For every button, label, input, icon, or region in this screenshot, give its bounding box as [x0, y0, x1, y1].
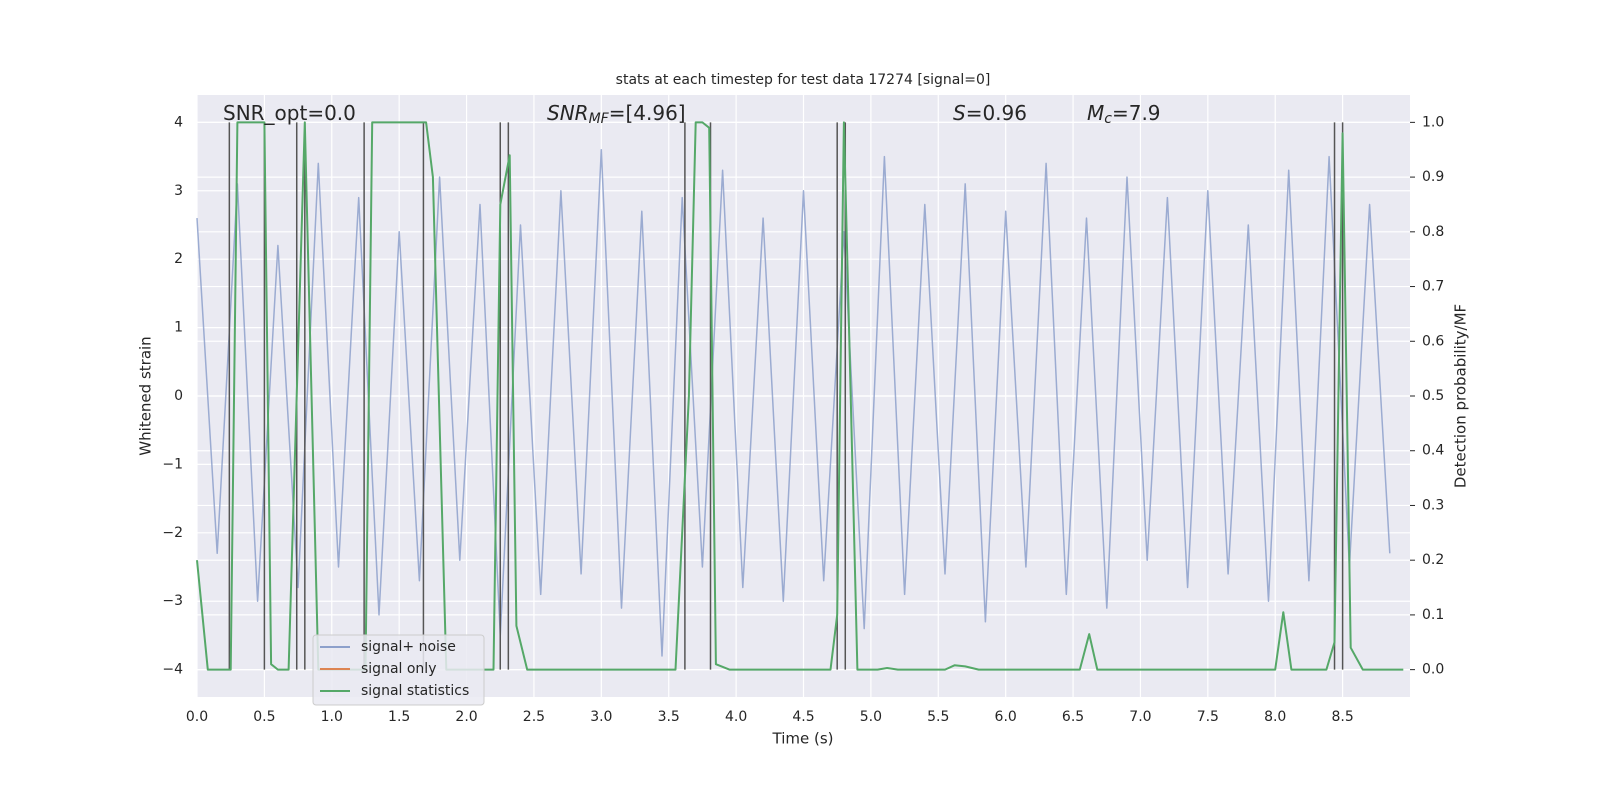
x-tick-label: 6.0: [995, 709, 1017, 725]
y2-tick-label: 0.1: [1422, 607, 1444, 623]
y-tick-label: −2: [162, 525, 183, 541]
x-tick-label: 7.5: [1197, 709, 1219, 725]
x-tick-label: 5.0: [860, 709, 882, 725]
x-tick-label: 6.5: [1062, 709, 1084, 725]
x-tick-label: 1.5: [388, 709, 410, 725]
chart-title: stats at each timestep for test data 172…: [616, 72, 991, 88]
y2-axis-label: Detection probability/MF: [1452, 304, 1470, 488]
y2-tick-label: 0.4: [1422, 443, 1444, 459]
y2-tick-label: 0.9: [1422, 169, 1444, 185]
legend-label: signal+ noise: [361, 639, 456, 655]
y2-tick-label: 0.6: [1422, 333, 1444, 349]
annotation-part: =[4.96]: [609, 101, 686, 125]
x-tick-label: 8.5: [1331, 709, 1353, 725]
x-tick-label: 4.0: [725, 709, 747, 725]
y2-tick-label: 0.3: [1422, 497, 1444, 513]
annotation-part: =7.9: [1112, 101, 1161, 125]
y-tick-label: 3: [174, 183, 183, 199]
annotation-part: S: [953, 101, 966, 125]
y2-tick-label: 0.7: [1422, 279, 1444, 295]
annotation-part: c: [1104, 111, 1112, 127]
y2-tick-label: 0.0: [1422, 662, 1444, 678]
annotation-part: MF: [589, 111, 610, 127]
y-tick-label: 0: [174, 388, 183, 404]
x-tick-label: 0.5: [253, 709, 275, 725]
x-tick-label: 8.0: [1264, 709, 1286, 725]
annotations: SNR_opt=0.0 SNRMF=[4.96] S=0.96 Mc=7.9: [223, 101, 1161, 128]
legend-label: signal statistics: [361, 683, 469, 699]
x-tick-label: 7.0: [1129, 709, 1151, 725]
legend: signal+ noise signal only signal statistic…: [312, 634, 485, 706]
x-tick-label: 0.0: [186, 709, 208, 725]
series-line: [196, 121, 1404, 671]
y-tick-label: 4: [174, 114, 183, 130]
y-axis-label: Whitened strain: [137, 336, 155, 455]
annotation: S=0.96: [953, 101, 1027, 125]
y2-tick-label: 1.0: [1422, 114, 1444, 130]
marks: [196, 121, 1404, 671]
annotation: SNR_opt=0.0: [223, 101, 356, 125]
y-tick-label: 2: [174, 251, 183, 267]
annotation: SNRMF=[4.96]: [547, 101, 686, 128]
x-tick-label: 3.0: [590, 709, 612, 725]
x-tick-label: 3.5: [658, 709, 680, 725]
y-tick-label: −4: [162, 662, 183, 678]
series-line: [196, 148, 1391, 657]
annotation: Mc=7.9: [1087, 101, 1161, 128]
annotation-part: SNR_opt=0.0: [223, 101, 356, 125]
y-tick-label: −3: [162, 593, 183, 609]
legend-box: [312, 634, 485, 706]
annotation-part: SNR: [547, 101, 589, 125]
x-tick-label: 1.0: [321, 709, 343, 725]
y2-tick-label: 0.8: [1422, 224, 1444, 240]
grid: 0.0 0.5 1.0 1.5 2.0 2.5 3.0 3.5 4.0 4.5 5.0 5.5 6.0 6…: [162, 95, 1444, 725]
x-tick-label: 4.5: [792, 709, 814, 725]
y-tick-label: 1: [174, 320, 183, 336]
x-tick-label: 2.5: [523, 709, 545, 725]
x-tick-label: 2.0: [455, 709, 477, 725]
x-axis-label: Time (s): [772, 730, 834, 748]
y2-tick-label: 0.2: [1422, 552, 1444, 568]
annotation-part: =0.96: [966, 101, 1027, 125]
x-tick-label: 5.5: [927, 709, 949, 725]
y-tick-label: −1: [162, 456, 183, 472]
y2-tick-label: 0.5: [1422, 388, 1444, 404]
annotation-part: M: [1087, 101, 1104, 125]
legend-label: signal only: [361, 661, 436, 677]
